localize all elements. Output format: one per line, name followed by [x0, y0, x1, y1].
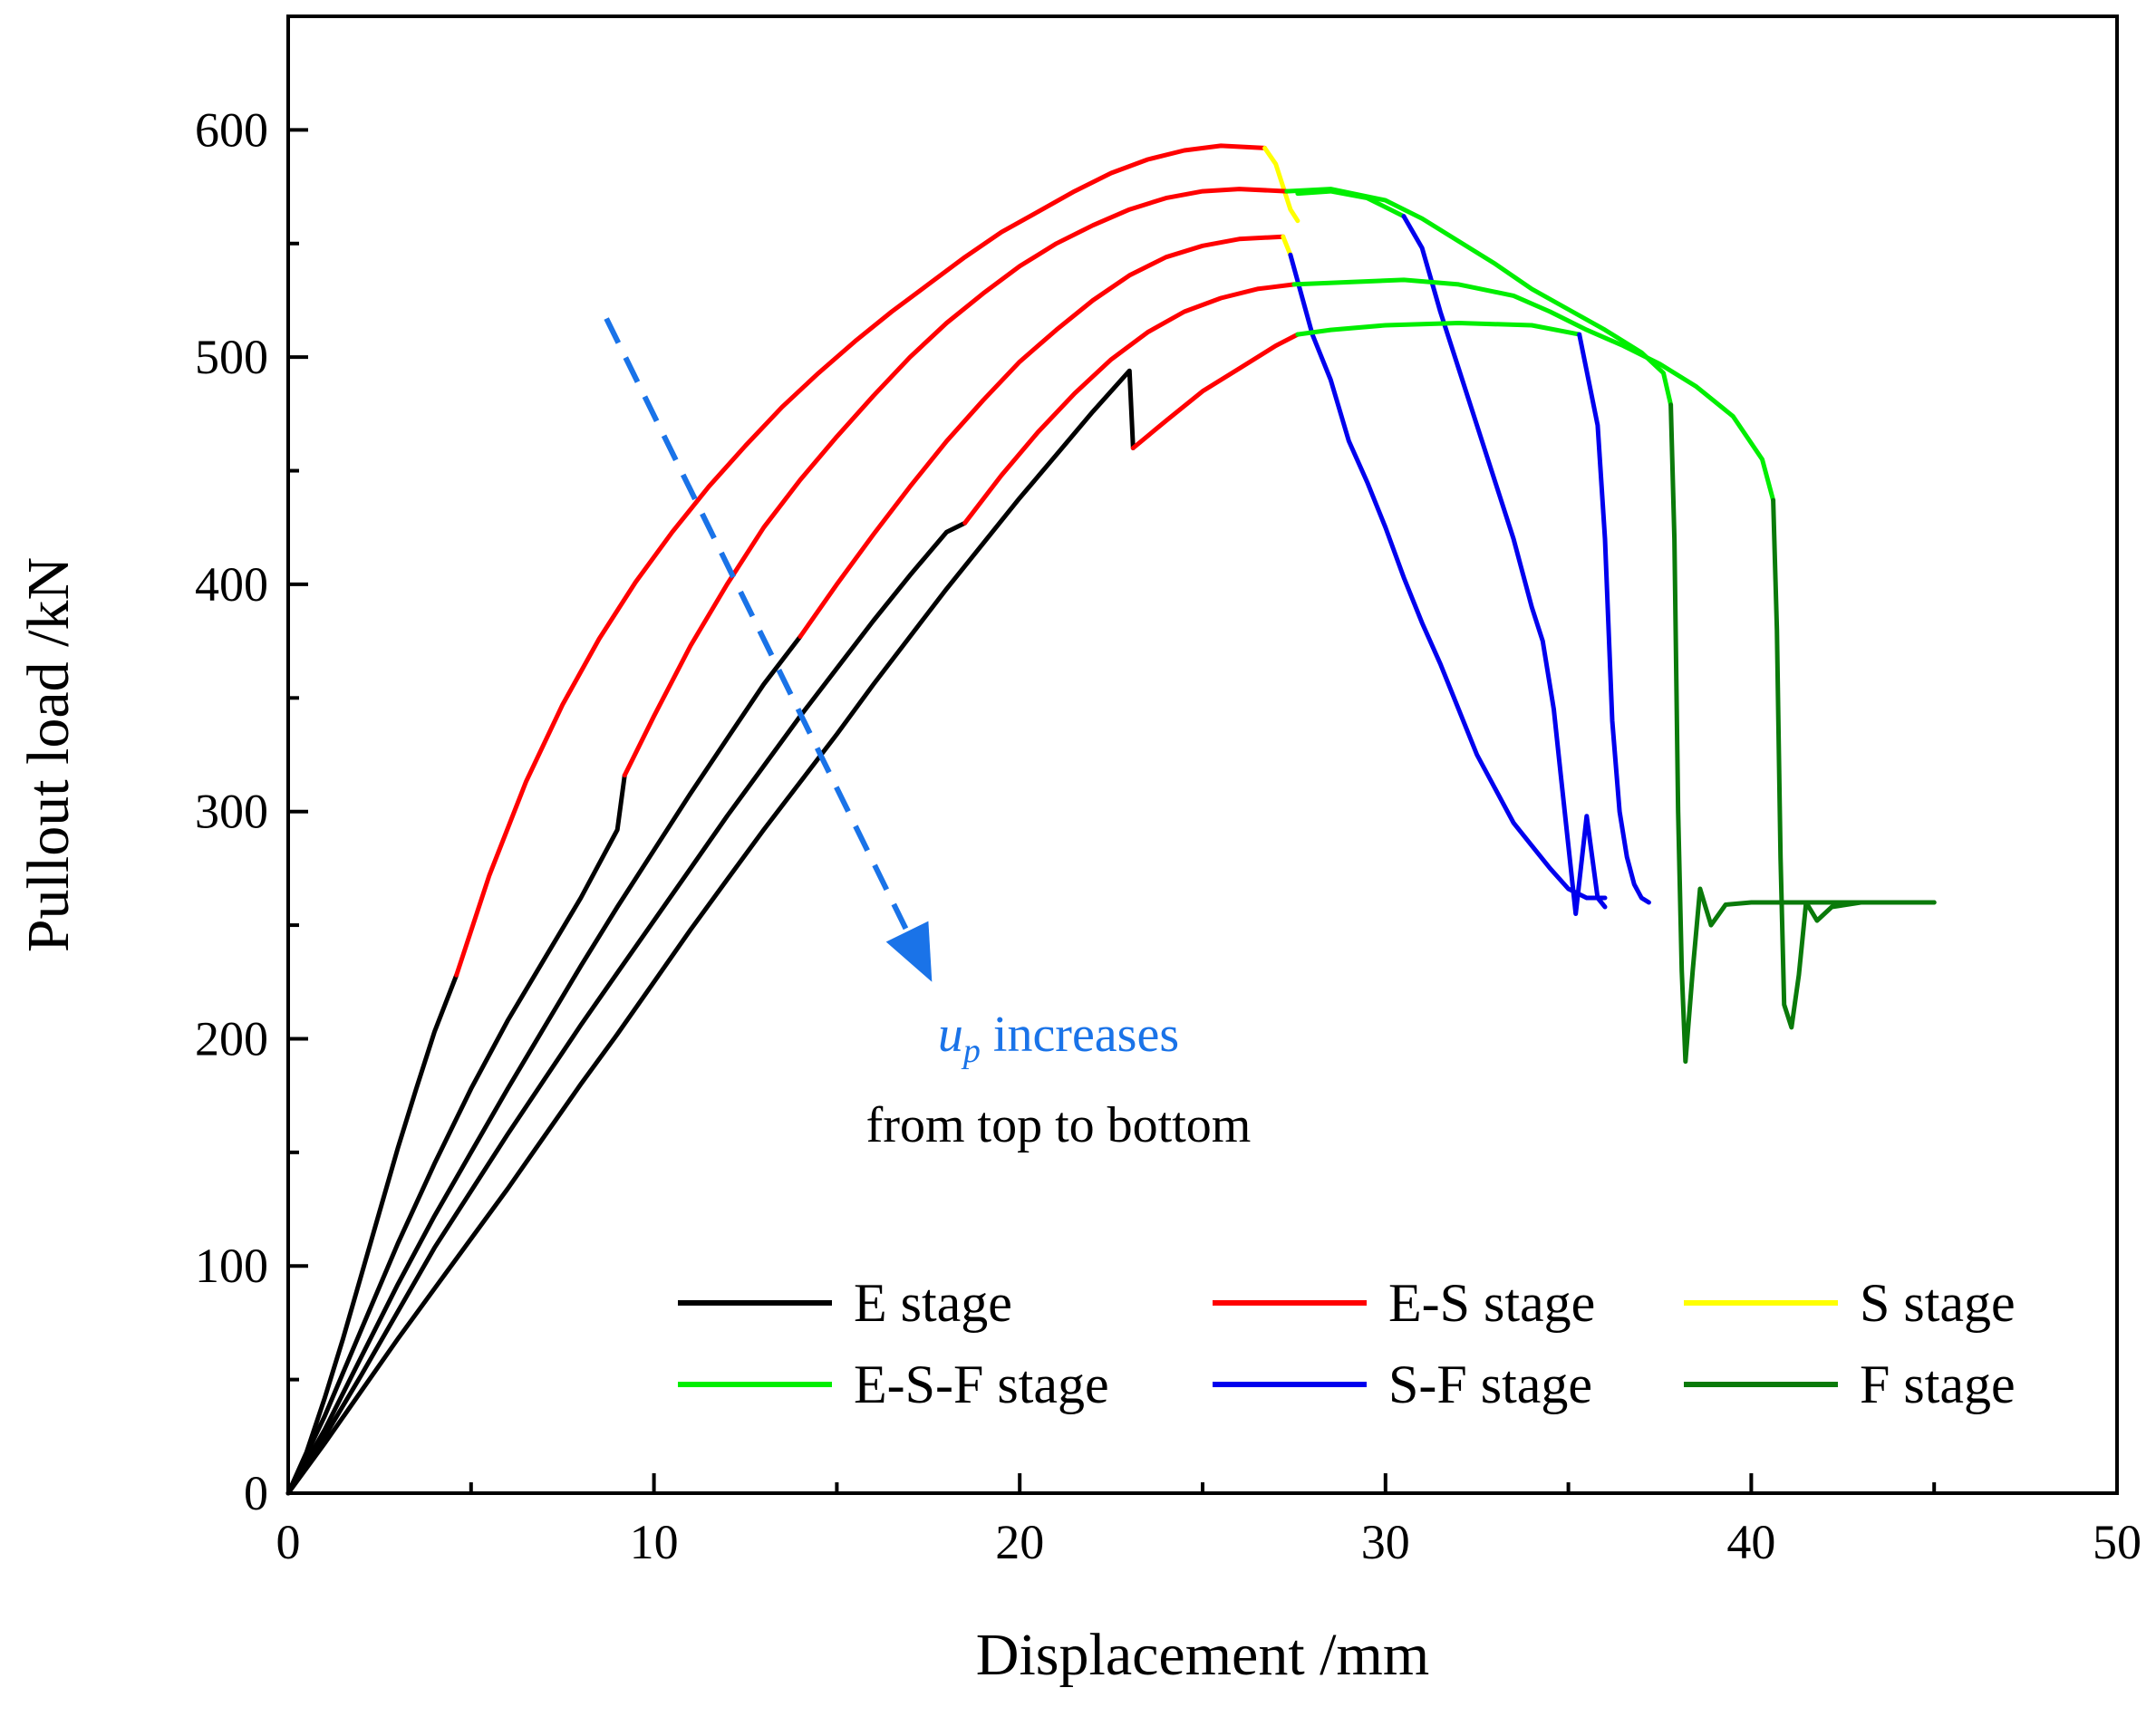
annotation-text-1: increases: [981, 1007, 1179, 1063]
x-tick-label: 0: [276, 1515, 301, 1569]
y-tick-label: 200: [195, 1011, 268, 1066]
x-tick-label: 20: [995, 1515, 1044, 1569]
legend-item: S-F stage: [1213, 1355, 1592, 1414]
axes: [286, 14, 2119, 1495]
legend-label: S-F stage: [1388, 1355, 1592, 1414]
curve-segment-s-f-stage: [1401, 214, 1608, 916]
y-axis-ticks: 0 100 200 300 400 500 600: [195, 102, 308, 1520]
series: [285, 143, 1937, 1496]
curve-segment-e-stage: [285, 634, 803, 1496]
curve-segment-e-stage: [285, 972, 459, 1496]
y-tick-label: 300: [195, 785, 268, 839]
curve-segment-s-stage: [1262, 145, 1300, 224]
legend-item: E-S-F stage: [678, 1355, 1109, 1414]
x-tick-label: 10: [630, 1515, 679, 1569]
curve-segment-e-s-f-stage: [1295, 321, 1582, 337]
series-curve: [285, 143, 1608, 1496]
curve-segment-e-stage: [285, 773, 627, 1496]
series-curve: [285, 187, 1937, 1496]
x-tick-label: 30: [1361, 1515, 1410, 1569]
y-tick-label: 0: [244, 1466, 268, 1520]
x-axis-ticks: 0 10 20 30 40 50: [276, 1473, 2141, 1569]
curve-segment-e-stage: [285, 368, 1136, 1496]
legend-item: E-S stage: [1213, 1273, 1595, 1333]
series-curve: [285, 277, 1937, 1496]
curve-segment-e-s-f-stage: [1284, 187, 1674, 408]
curve-segment-e-s-f-stage: [1291, 277, 1776, 503]
y-axis-title: Pullout load /kN: [15, 557, 82, 952]
series-curve: [285, 234, 1608, 1496]
x-tick-label: 40: [1726, 1515, 1775, 1569]
legend: E stage E-S stage S stage E-S-F stage S-F st…: [678, 1273, 2016, 1414]
annotation-arrowhead: [885, 921, 933, 982]
series-curve: [285, 321, 1651, 1496]
legend-item: F stage: [1684, 1355, 2016, 1414]
annotation-arrow: [604, 317, 910, 933]
y-tick-label: 500: [195, 330, 268, 384]
curve-segment-s-f-stage: [1288, 252, 1608, 901]
x-axis-title: Displacement /mm: [976, 1622, 1429, 1688]
curve-segment-s-f-stage: [1577, 332, 1651, 905]
legend-item: S stage: [1684, 1273, 2016, 1333]
annotation-symbol: u: [938, 1007, 963, 1063]
curve-segment-e-stage: [285, 520, 968, 1496]
curve-segment-e-s-stage: [622, 187, 1290, 778]
plot-frame: [286, 14, 2119, 1495]
annotation-line-1: up increases: [938, 1007, 1179, 1070]
x-tick-label: 50: [2093, 1515, 2141, 1569]
curve-segment-e-s-stage: [454, 143, 1268, 978]
annotation-line-2: from top to bottom: [866, 1097, 1252, 1153]
legend-label: E stage: [854, 1273, 1012, 1333]
y-tick-label: 100: [195, 1239, 268, 1293]
curve-segment-e-s-stage: [798, 234, 1286, 640]
legend-item: E stage: [678, 1273, 1012, 1333]
y-tick-label: 400: [195, 557, 268, 612]
annotation-subscript: p: [961, 1032, 981, 1070]
legend-label: F stage: [1860, 1355, 2016, 1414]
curve-segment-e-s-stage: [1130, 332, 1300, 450]
curve-segment-e-s-stage: [962, 282, 1297, 526]
legend-label: E-S-F stage: [854, 1355, 1109, 1414]
annotation: up increases from top to bottom: [604, 317, 1252, 1153]
curve-segment-f-stage: [1771, 497, 1937, 1030]
curve-segment-f-stage: [1668, 402, 1937, 1064]
y-tick-label: 600: [195, 102, 268, 157]
legend-label: E-S stage: [1388, 1273, 1595, 1333]
curve-segment-s-stage: [1281, 234, 1293, 257]
legend-label: S stage: [1860, 1273, 2016, 1333]
